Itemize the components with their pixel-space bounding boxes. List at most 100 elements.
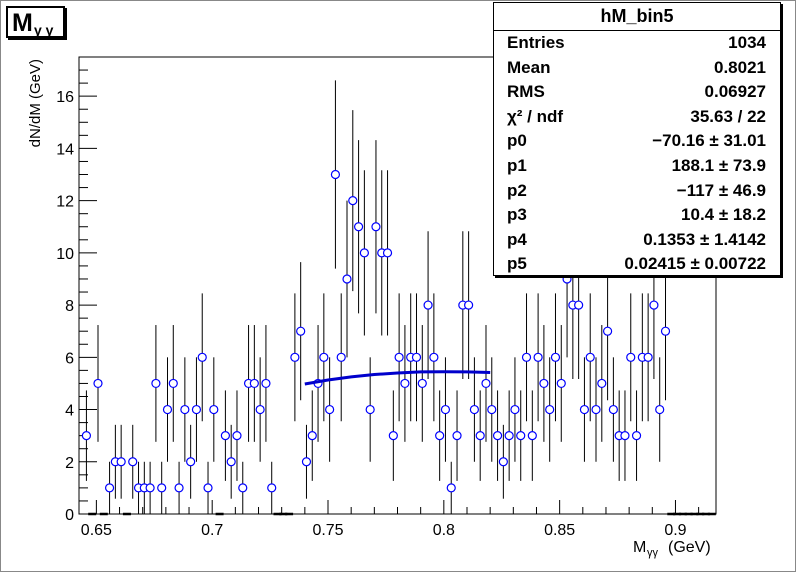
marker [325,404,335,415]
data-point [475,390,485,481]
marker [597,378,607,389]
data-series [81,80,716,516]
data-point [498,424,508,499]
data-point [608,357,618,462]
data-point [579,357,590,462]
marker [579,404,590,415]
data-point [655,357,665,462]
data-point [145,461,155,514]
marker [157,483,167,493]
data-point [81,390,92,481]
y-tick-label: 6 [65,350,74,367]
data-point [585,293,595,422]
marker [545,404,555,415]
data-point [348,110,358,292]
y-tick-label: 14 [56,141,74,158]
marker [469,404,480,415]
x-axis-title-main: M [633,539,646,556]
data-point [157,461,167,514]
marker [296,326,306,336]
x-tick-label: 0.7 [201,522,223,539]
marker [191,404,202,415]
marker [249,378,259,389]
marker [452,431,462,441]
marker [539,378,549,389]
data-point [336,293,346,422]
data-point [481,325,491,442]
data-point [162,357,173,462]
y-tick-label: 8 [65,298,74,315]
data-point [533,293,543,422]
marker [527,431,537,441]
marker [382,248,393,258]
data-point [220,390,230,481]
data-point [261,325,271,442]
stats-row: p0 −70.16 ± 31.01 [494,129,780,154]
stats-value: 1034 [728,33,766,52]
marker [574,300,584,310]
data-point [267,461,277,514]
stats-value: 0.8021 [714,57,766,77]
stats-value: 35.63 / 22 [690,106,766,126]
data-point [487,357,497,462]
data-point [296,262,306,401]
marker [533,352,543,362]
data-point [191,357,202,462]
data-point [545,357,555,462]
marker [556,378,566,389]
data-point [197,293,207,422]
data-point [602,262,613,401]
x-tick-label: 0.9 [664,522,686,539]
data-point [446,461,456,514]
stats-label: Entries [507,33,565,52]
fit-curve [304,370,491,386]
marker [319,352,329,362]
marker [464,300,474,310]
histogram-title-main: M [12,9,33,37]
data-point [93,325,103,442]
data-point [440,357,451,462]
marker [516,431,526,441]
stats-label: χ² / ndf [507,106,564,126]
marker [423,300,433,310]
x-tick-label: 0.75 [312,522,343,539]
marker [145,483,155,493]
marker [342,274,352,284]
stats-value: 0.06927 [704,82,766,102]
stats-row: RMS 0.06927 [494,80,780,105]
marker [151,378,161,389]
data-point [597,325,607,442]
stats-rows: Entries 1034 Mean 0.8021 RMS 0.06927 χ² / ndf 3… [494,31,780,277]
data-point [423,231,433,379]
data-point [342,200,352,358]
data-point [226,424,236,499]
marker [435,431,445,441]
x-tick-label: 0.85 [544,522,575,539]
marker [162,404,173,415]
data-point [186,424,196,499]
stats-box: hM_bin5 Entries 1034 Mean 0.8021 RMS 0.06927 χ… [493,2,781,276]
data-point [330,80,341,269]
marker [631,431,642,441]
data-point [626,293,636,422]
stats-row: Entries 1034 [494,31,780,56]
stats-label: Mean [507,57,551,77]
marker [180,404,190,415]
marker [585,352,595,362]
marker [353,222,364,232]
marker [591,404,601,415]
y-tick-label: 4 [65,403,74,420]
marker [626,352,636,362]
marker [238,483,248,493]
stats-value: −117 ± 46.9 [676,180,766,200]
marker [521,352,532,362]
marker [608,404,618,415]
marker [649,300,659,310]
y-tick-label: 10 [56,246,74,263]
stats-label: p0 [507,131,527,151]
data-point [631,390,642,481]
data-point [301,424,312,499]
marker [168,378,178,389]
x-axis-title-unit: (GeV) [668,539,711,556]
marker [93,378,103,389]
